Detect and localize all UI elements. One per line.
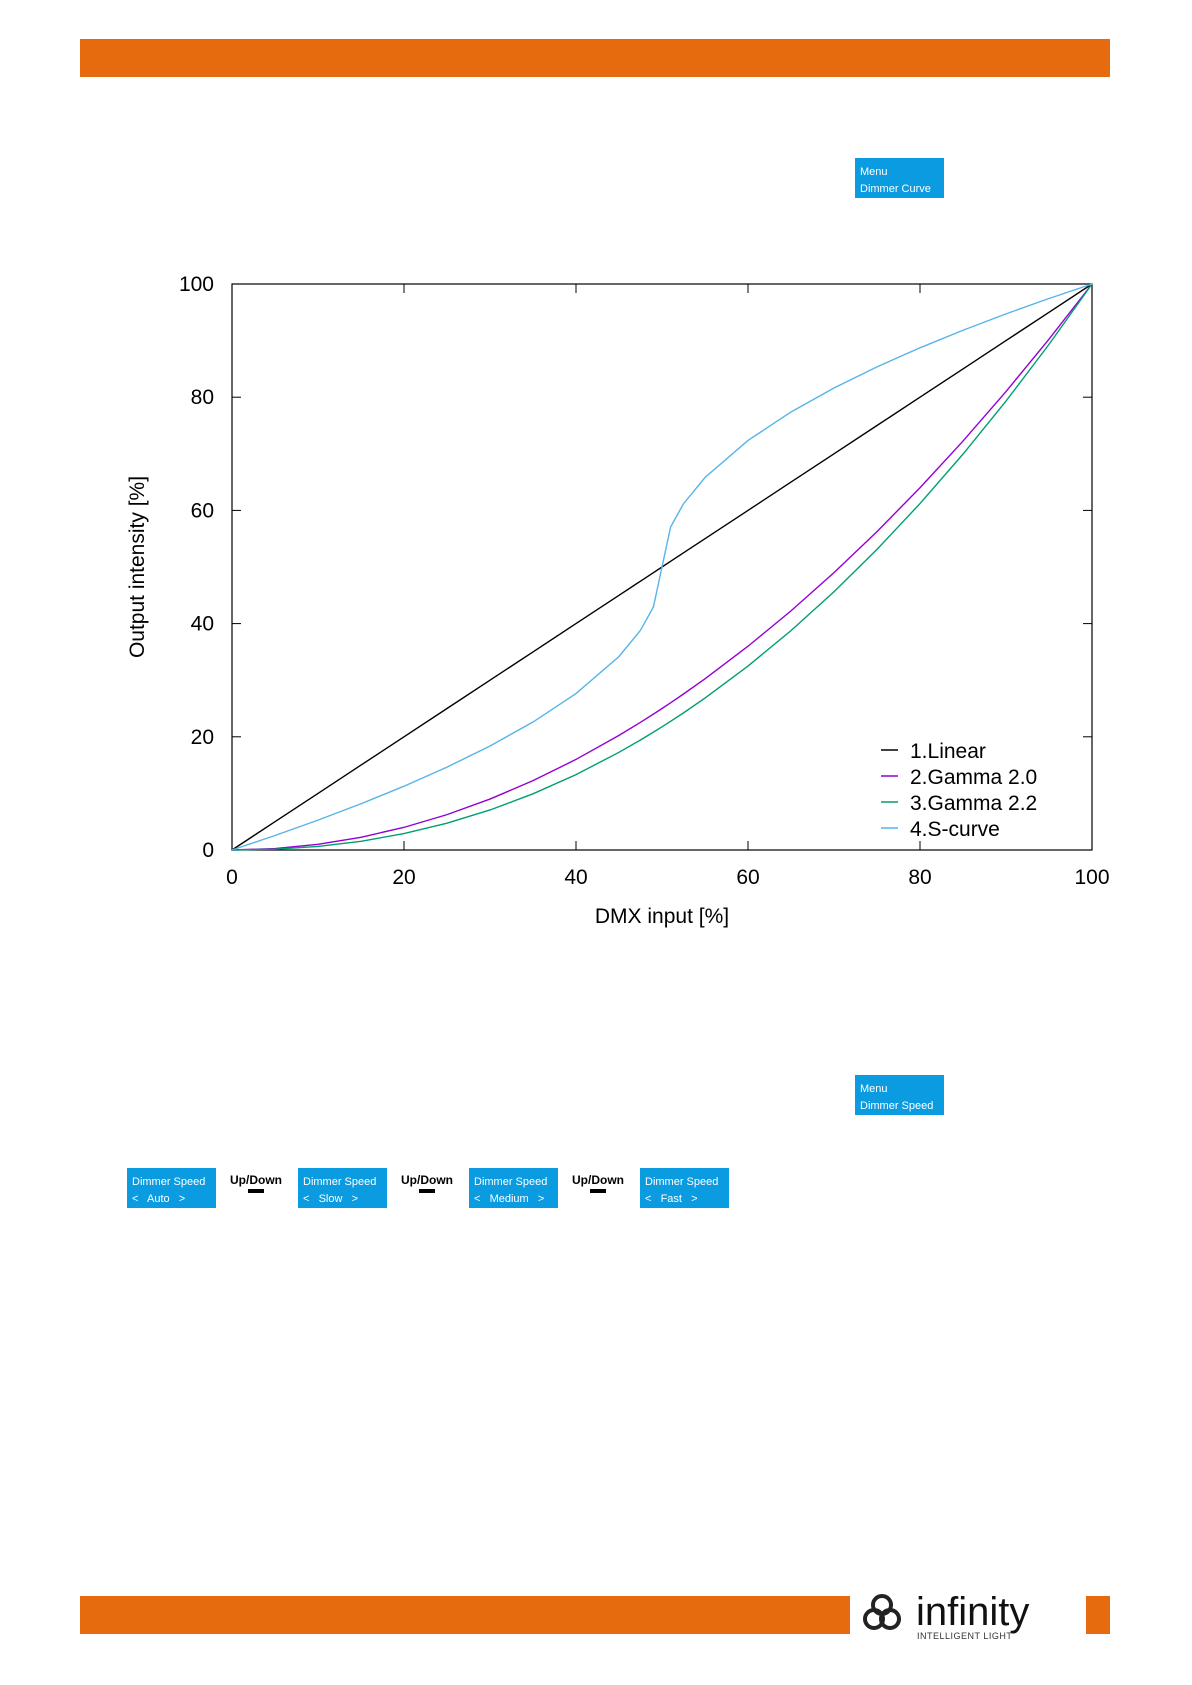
series-line bbox=[231, 283, 1093, 851]
logo-icon bbox=[863, 1594, 901, 1630]
y-tick-label: 100 bbox=[179, 273, 214, 296]
lcd-line: Dimmer Speed bbox=[132, 1176, 206, 1188]
step-arrow: Up/Down bbox=[226, 1173, 286, 1193]
header-bar bbox=[80, 39, 1110, 77]
x-tick-label: 40 bbox=[564, 866, 587, 889]
legend-label: 2.Gamma 2.0 bbox=[910, 766, 1037, 789]
x-tick-label: 20 bbox=[392, 866, 415, 889]
logo-tagline: INTELLIGENT LIGHT bbox=[917, 1631, 1012, 1641]
lcd-line: < Auto > bbox=[132, 1193, 186, 1205]
footer-square bbox=[1086, 1596, 1110, 1634]
speed-display: Dimmer Speed < Auto > bbox=[127, 1168, 216, 1208]
step-label: Up/Down bbox=[572, 1173, 624, 1187]
x-tick-label: 100 bbox=[1074, 866, 1109, 889]
footer-bar bbox=[80, 1596, 850, 1634]
y-tick-label: 40 bbox=[191, 613, 214, 636]
step-arrow: Up/Down bbox=[568, 1173, 628, 1193]
lcd-line: Dimmer Speed bbox=[474, 1176, 548, 1188]
x-tick-label: 80 bbox=[908, 866, 931, 889]
y-axis-label: Output intensity [%] bbox=[126, 476, 149, 658]
lcd-line: Dimmer Speed bbox=[645, 1176, 719, 1188]
speed-display: Dimmer Speed < Fast > bbox=[640, 1168, 729, 1208]
logo-brand: infinity bbox=[916, 1590, 1029, 1634]
step-label: Up/Down bbox=[230, 1173, 282, 1187]
menu-line: Menu bbox=[860, 166, 888, 178]
menu-display: Menu Dimmer Curve bbox=[855, 158, 944, 198]
x-tick-label: 60 bbox=[736, 866, 759, 889]
lcd-line: < Fast > bbox=[645, 1193, 698, 1205]
menu-line: Menu bbox=[860, 1083, 888, 1095]
lcd-line: Dimmer Speed bbox=[303, 1176, 377, 1188]
step-arrow: Up/Down bbox=[397, 1173, 457, 1193]
legend-label: 1.Linear bbox=[910, 740, 986, 763]
step-label: Up/Down bbox=[401, 1173, 453, 1187]
speed-display: Dimmer Speed < Slow > bbox=[298, 1168, 387, 1208]
series-line bbox=[231, 283, 1093, 851]
logo: infinity INTELLIGENT LIGHT bbox=[863, 1590, 1029, 1641]
y-tick-label: 20 bbox=[191, 726, 214, 749]
x-axis-label: DMX input [%] bbox=[595, 905, 729, 928]
legend-label: 3.Gamma 2.2 bbox=[910, 792, 1037, 815]
x-tick-label: 0 bbox=[226, 866, 238, 889]
lcd-line: < Slow > bbox=[303, 1193, 359, 1205]
lcd-line: < Medium > bbox=[474, 1193, 545, 1205]
y-tick-label: 0 bbox=[202, 839, 214, 862]
y-tick-label: 80 bbox=[191, 386, 214, 409]
plot-frame bbox=[231, 283, 1093, 851]
y-tick-label: 60 bbox=[191, 499, 214, 522]
series-line bbox=[231, 283, 1093, 851]
menu-display: Menu Dimmer Speed bbox=[855, 1075, 944, 1115]
speed-display: Dimmer Speed < Medium > bbox=[469, 1168, 558, 1208]
legend-label: 4.S-curve bbox=[910, 818, 1000, 841]
menu-line: Dimmer Speed bbox=[860, 1100, 934, 1112]
menu-line: Dimmer Curve bbox=[860, 183, 931, 195]
chart: 0 20 40 60 80 100 0 20 40 60 80 100 DMX input [%] Out… bbox=[126, 273, 1110, 928]
